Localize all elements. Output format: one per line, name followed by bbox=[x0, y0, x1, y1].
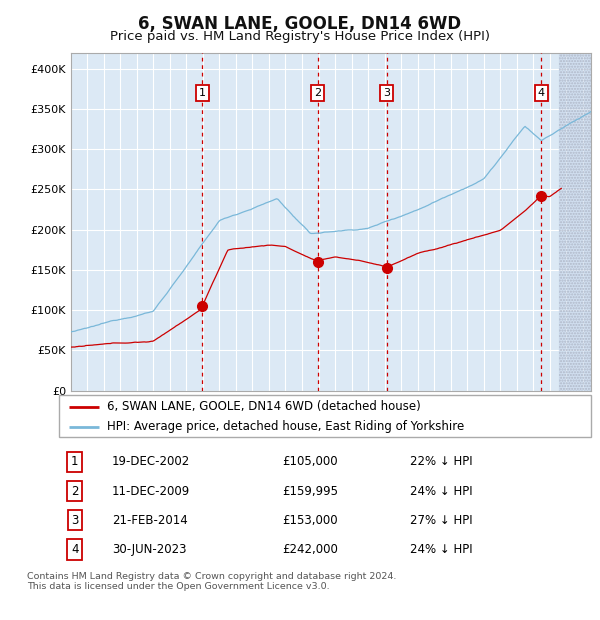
Text: Price paid vs. HM Land Registry's House Price Index (HPI): Price paid vs. HM Land Registry's House … bbox=[110, 30, 490, 43]
Text: 22% ↓ HPI: 22% ↓ HPI bbox=[410, 455, 473, 468]
Text: HPI: Average price, detached house, East Riding of Yorkshire: HPI: Average price, detached house, East… bbox=[107, 420, 464, 433]
Text: 19-DEC-2002: 19-DEC-2002 bbox=[112, 455, 190, 468]
FancyBboxPatch shape bbox=[59, 395, 591, 437]
Text: £153,000: £153,000 bbox=[283, 514, 338, 527]
Text: 11-DEC-2009: 11-DEC-2009 bbox=[112, 485, 190, 497]
Text: 4: 4 bbox=[538, 88, 545, 98]
Text: 4: 4 bbox=[71, 543, 79, 556]
Text: Contains HM Land Registry data © Crown copyright and database right 2024.
This d: Contains HM Land Registry data © Crown c… bbox=[27, 572, 397, 591]
Text: 30-JUN-2023: 30-JUN-2023 bbox=[112, 543, 187, 556]
Text: 24% ↓ HPI: 24% ↓ HPI bbox=[410, 543, 473, 556]
Text: 21-FEB-2014: 21-FEB-2014 bbox=[112, 514, 188, 527]
Text: 1: 1 bbox=[71, 455, 79, 468]
Text: 2: 2 bbox=[314, 88, 321, 98]
Text: £242,000: £242,000 bbox=[283, 543, 338, 556]
Bar bbox=[559, 53, 591, 391]
Text: 3: 3 bbox=[383, 88, 390, 98]
Text: 27% ↓ HPI: 27% ↓ HPI bbox=[410, 514, 473, 527]
Text: 6, SWAN LANE, GOOLE, DN14 6WD (detached house): 6, SWAN LANE, GOOLE, DN14 6WD (detached … bbox=[107, 401, 421, 414]
Text: £159,995: £159,995 bbox=[283, 485, 338, 497]
Bar bbox=[559, 53, 591, 391]
Text: 1: 1 bbox=[199, 88, 206, 98]
Text: 3: 3 bbox=[71, 514, 79, 527]
Text: 2: 2 bbox=[71, 485, 79, 497]
Text: 6, SWAN LANE, GOOLE, DN14 6WD: 6, SWAN LANE, GOOLE, DN14 6WD bbox=[139, 16, 461, 33]
Text: 24% ↓ HPI: 24% ↓ HPI bbox=[410, 485, 473, 497]
Text: £105,000: £105,000 bbox=[283, 455, 338, 468]
